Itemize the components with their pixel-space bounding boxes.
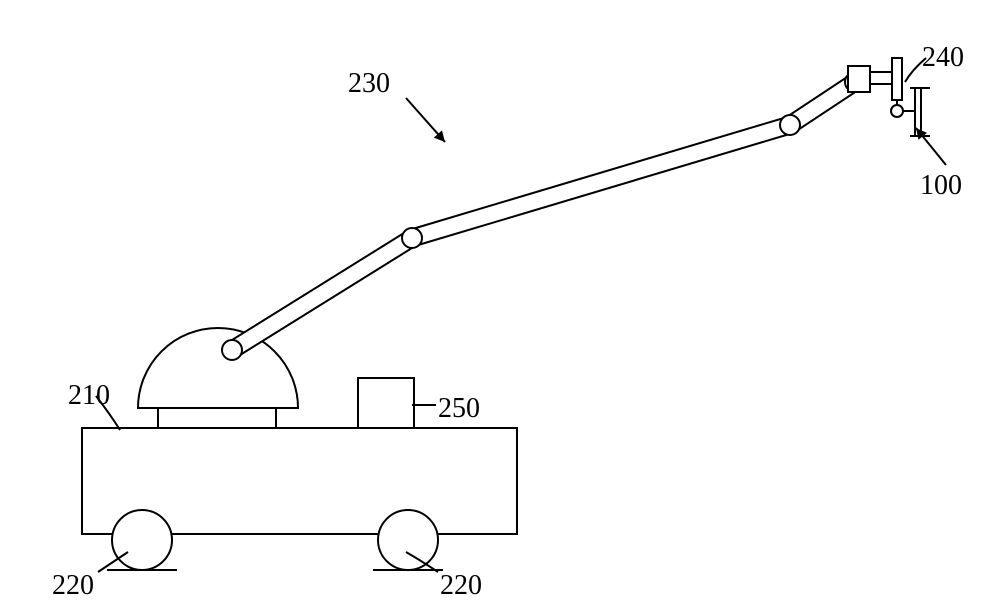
wheel-0	[112, 510, 172, 570]
turret-base	[158, 408, 276, 428]
arm-joint-1	[402, 228, 422, 248]
ee-block1	[848, 66, 870, 92]
arm-segment-1	[410, 117, 793, 246]
ee-pivot	[891, 105, 903, 117]
label-210: 210	[68, 380, 110, 412]
arm-joint-0	[222, 340, 242, 360]
ee-block2	[892, 58, 902, 100]
label-100: 100	[920, 170, 962, 202]
label-240: 240	[922, 42, 964, 74]
arm-joint-2	[780, 115, 800, 135]
figure-canvas: 230 240 100 210 250 220 220	[0, 0, 1000, 614]
turret-dome	[138, 328, 298, 408]
arm-segment-0	[228, 231, 417, 357]
label-220-right: 220	[440, 570, 482, 602]
control-box-250	[358, 378, 414, 428]
label-230: 230	[348, 68, 390, 100]
ee-bar	[870, 72, 892, 84]
label-250: 250	[438, 393, 480, 425]
wheel-1	[378, 510, 438, 570]
patent-diagram-svg	[0, 0, 1000, 614]
label-220-left: 220	[52, 570, 94, 602]
